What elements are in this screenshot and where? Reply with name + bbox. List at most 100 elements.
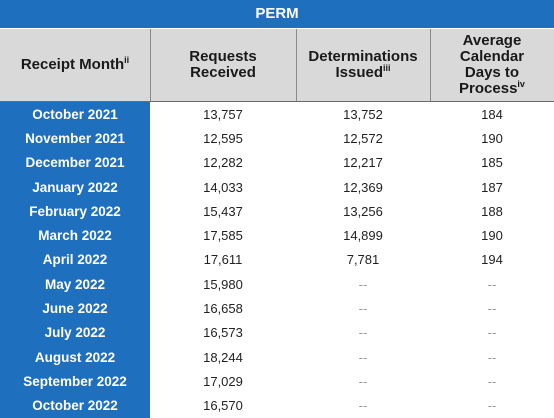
table-row: February 2022 15,437 13,256 188 (0, 199, 554, 224)
cell-determinations-issued: -- (358, 373, 368, 389)
table-body: October 2021 13,757 13,752 184 November 2021… (0, 102, 554, 418)
cell-average-days: 190 (481, 130, 503, 146)
cell-receipt-month: July 2022 (0, 320, 150, 345)
footnote-iv: iv (517, 79, 525, 89)
cell-average-days: -- (487, 276, 497, 292)
header-determinations-issued: Determinations Issuediii (296, 29, 430, 101)
header-requests-received: Requests Received (150, 29, 296, 101)
table-row: June 2022 16,658 -- -- (0, 296, 554, 321)
cell-average-days: 185 (481, 155, 503, 171)
cell-determinations-issued: 12,572 (343, 130, 383, 146)
row-background (150, 320, 554, 345)
cell-average-days: -- (487, 349, 497, 365)
header-receipt-month: Receipt Monthii (0, 29, 150, 101)
table-row: April 2022 17,611 7,781 194 (0, 247, 554, 273)
table-header: Receipt Monthii Requests Received Determi… (0, 29, 554, 101)
table-row: September 2022 17,029 -- -- (0, 369, 554, 394)
table-row: May 2022 15,980 -- -- (0, 272, 554, 297)
cell-determinations-issued: 12,217 (343, 155, 383, 171)
cell-determinations-issued: 12,369 (343, 179, 383, 195)
table-row: December 2021 12,282 12,217 185 (0, 150, 554, 175)
cell-determinations-issued: 13,256 (343, 203, 383, 219)
cell-requests-received: 17,611 (203, 252, 243, 268)
header-days-line2: Calendar (459, 48, 525, 65)
cell-average-days: 194 (481, 252, 503, 268)
cell-requests-received: 13,757 (203, 106, 243, 122)
header-determinations-line2: Issued (335, 64, 383, 81)
row-background (150, 223, 554, 248)
table-row: October 2022 16,570 -- -- (0, 393, 554, 418)
cell-determinations-issued: -- (358, 301, 368, 317)
cell-average-days: 184 (481, 106, 503, 122)
header-average-days: Average Calendar Days to Processiv (430, 29, 554, 101)
cell-average-days: -- (487, 301, 497, 317)
cell-requests-received: 18,244 (203, 349, 243, 365)
cell-average-days: -- (487, 373, 497, 389)
cell-requests-received: 17,029 (203, 373, 243, 389)
cell-average-days: -- (487, 325, 497, 341)
cell-receipt-month: August 2022 (0, 344, 150, 370)
cell-receipt-month: May 2022 (0, 272, 150, 297)
cell-determinations-issued: 14,899 (343, 228, 383, 244)
header-determinations-line1: Determinations (308, 48, 418, 65)
header-bottom-rule (0, 101, 554, 102)
cell-receipt-month: October 2021 (0, 102, 150, 127)
footnote-ii: ii (124, 55, 130, 65)
cell-requests-received: 15,980 (203, 276, 243, 292)
table-row: January 2022 14,033 12,369 187 (0, 174, 554, 200)
cell-average-days: 190 (481, 228, 503, 244)
cell-receipt-month: December 2021 (0, 150, 150, 175)
cell-receipt-month: September 2022 (0, 369, 150, 394)
header-requests-line1: Requests (189, 48, 257, 65)
row-background (150, 344, 554, 370)
table-title: PERM (0, 0, 554, 29)
cell-receipt-month: October 2022 (0, 393, 150, 418)
row-background (150, 126, 554, 151)
cell-determinations-issued: -- (358, 276, 368, 292)
cell-receipt-month: November 2021 (0, 126, 150, 151)
cell-requests-received: 12,595 (203, 130, 243, 146)
row-background (150, 393, 554, 418)
cell-requests-received: 15,437 (203, 203, 243, 219)
row-background (150, 174, 554, 200)
row-background (150, 150, 554, 175)
cell-determinations-issued: -- (358, 325, 368, 341)
cell-average-days: 188 (481, 203, 503, 219)
cell-requests-received: 16,573 (203, 325, 243, 341)
cell-receipt-month: March 2022 (0, 223, 150, 248)
cell-determinations-issued: -- (358, 349, 368, 365)
header-requests-line2: Received (190, 64, 256, 81)
header-divider (150, 29, 151, 101)
cell-receipt-month: January 2022 (0, 174, 150, 200)
row-background (150, 296, 554, 321)
cell-receipt-month: April 2022 (0, 247, 150, 273)
cell-requests-received: 16,658 (203, 301, 243, 317)
table-row: July 2022 16,573 -- -- (0, 320, 554, 345)
table-row: March 2022 17,585 14,899 190 (0, 223, 554, 248)
footnote-iii: iii (383, 63, 391, 73)
row-background (150, 272, 554, 297)
cell-receipt-month: June 2022 (0, 296, 150, 321)
header-days-line4: Process (459, 80, 518, 97)
table-row: August 2022 18,244 -- -- (0, 344, 554, 370)
header-days-line1: Average (462, 32, 522, 49)
cell-requests-received: 16,570 (203, 398, 243, 414)
row-background (150, 102, 554, 127)
header-days-line3: Days to (464, 64, 520, 81)
cell-determinations-issued: -- (358, 398, 368, 414)
header-month-label: Receipt Month (20, 56, 125, 73)
cell-determinations-issued: 7,781 (346, 252, 380, 268)
header-divider (296, 29, 297, 101)
row-background (150, 369, 554, 394)
cell-average-days: -- (487, 398, 497, 414)
cell-receipt-month: February 2022 (0, 199, 150, 224)
row-background (150, 247, 554, 273)
table-row: November 2021 12,595 12,572 190 (0, 126, 554, 151)
table-row: October 2021 13,757 13,752 184 (0, 102, 554, 127)
header-divider (430, 29, 431, 101)
cell-requests-received: 14,033 (203, 179, 243, 195)
cell-requests-received: 17,585 (203, 228, 243, 244)
cell-requests-received: 12,282 (203, 155, 243, 171)
cell-determinations-issued: 13,752 (343, 106, 383, 122)
